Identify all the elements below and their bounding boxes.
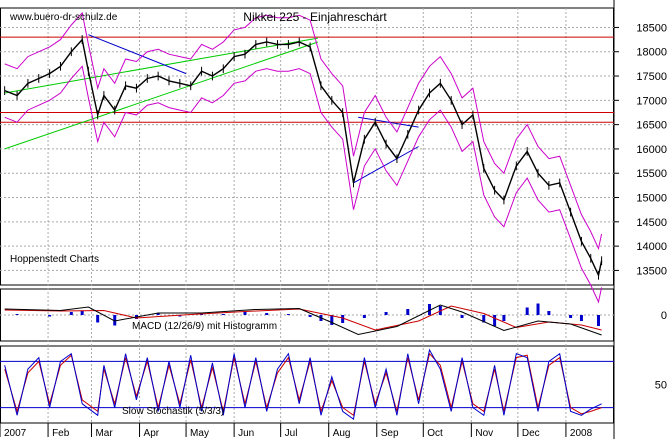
month-label: 2007 (4, 428, 27, 439)
macd-histogram-bar (178, 315, 182, 317)
month-label: 2008 (570, 428, 593, 439)
stochastic-label: Slow Stochastik (5/3/3) (122, 406, 224, 417)
downtrend-line (88, 34, 187, 75)
macd-histogram-bar (569, 315, 573, 318)
macd-histogram-bar (384, 312, 388, 315)
price-tick-label: 16500 (636, 120, 667, 132)
month-label: Oct (427, 428, 443, 439)
macd-histogram-bar (96, 315, 100, 323)
resistance-trend-line (358, 116, 419, 128)
macd-tick-label: 0 (661, 310, 667, 322)
stochastic-k-line (4, 348, 602, 420)
month-label: Jun (238, 428, 254, 439)
macd-histogram-bar (69, 312, 73, 315)
price-tick-label: 16000 (636, 144, 667, 156)
macd-histogram-bar (330, 315, 334, 325)
grid-layer (0, 0, 615, 439)
support-trend-line (353, 146, 419, 184)
macd-histogram-bar (493, 315, 497, 326)
price-panel-frame (0, 7, 614, 286)
macd-histogram-bar (48, 315, 52, 317)
macd-label: MACD (12/26/9) mit Histogramm (132, 321, 277, 332)
chart-title: Nikkei 225 - Einjahreschart (243, 10, 387, 24)
bollinger-upper-band (4, 11, 603, 251)
price-tick-label: 14000 (636, 241, 667, 253)
macd-histogram-bar (536, 303, 540, 315)
price-tick-label: 18000 (636, 47, 667, 59)
macd-histogram-bar (547, 311, 551, 315)
month-label: Nov (475, 428, 493, 439)
price-tick-label: 15000 (636, 193, 667, 205)
month-label: Apr (144, 428, 160, 439)
price-line (4, 38, 603, 278)
source-label: Hoppenstedt Charts (10, 254, 99, 265)
month-label: May (190, 428, 209, 439)
macd-histogram-bar (80, 310, 84, 315)
price-tick-label: 13500 (636, 265, 667, 277)
month-label: Mar (95, 428, 113, 439)
trend-channel-lower (4, 41, 319, 150)
price-tick-label: 18500 (636, 22, 667, 34)
macd-histogram-bar (341, 315, 345, 323)
month-label: Feb (52, 428, 70, 439)
price-tick-label: 17000 (636, 95, 667, 107)
macd-histogram-bar (221, 314, 225, 315)
price-layer (0, 11, 614, 304)
macd-histogram-bar (286, 314, 290, 315)
macd-histogram-bar (525, 307, 529, 315)
macd-histogram-bar (579, 315, 583, 321)
macd-histogram-bar (362, 315, 366, 318)
macd-signal-line (4, 305, 602, 331)
macd-histogram-bar (482, 315, 486, 323)
stochastic-layer (0, 348, 614, 420)
macd-histogram-bar (15, 314, 19, 315)
axis-layer: 2007 Feb Mar Apr May Jun Jul Aug Sep Oct Nov Dec 200… (4, 22, 667, 439)
trend-channel-upper (4, 37, 318, 94)
month-label: Sep (381, 428, 399, 439)
macd-histogram-bar (308, 315, 312, 317)
macd-histogram-bar (265, 313, 269, 315)
watermark: www.buero-dr-schulz.de (9, 12, 118, 23)
price-tick-label: 15500 (636, 168, 667, 180)
month-label: Aug (333, 428, 351, 439)
macd-line (4, 304, 602, 336)
macd-histogram-bar (502, 315, 506, 321)
month-label: Dec (522, 428, 540, 439)
macd-histogram-bar (427, 304, 431, 315)
macd-histogram-bar (156, 313, 160, 315)
macd-histogram-bar (596, 315, 600, 326)
stochastic-d-line (4, 352, 602, 417)
macd-histogram-bar (460, 315, 464, 318)
macd-histogram-bar (113, 315, 117, 326)
month-label: Jul (285, 428, 298, 439)
price-tick-label: 17500 (636, 71, 667, 83)
bollinger-lower-band (4, 65, 603, 304)
macd-layer (4, 303, 602, 336)
price-tick-label: 14500 (636, 217, 667, 229)
macd-histogram-bar (406, 309, 410, 315)
stochastic-tick-label: 50 (655, 380, 667, 392)
macd-histogram-bar (243, 312, 247, 315)
